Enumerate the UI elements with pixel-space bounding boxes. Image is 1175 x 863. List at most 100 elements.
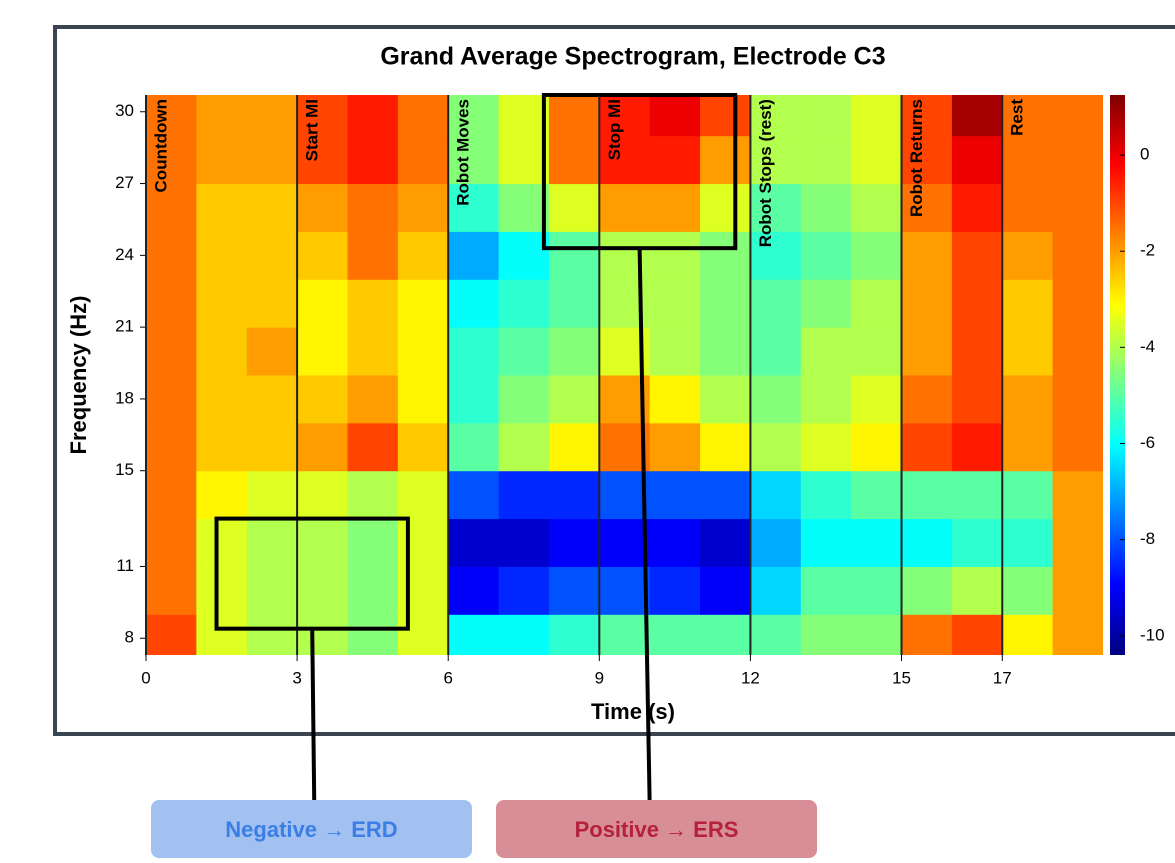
event-label: Start MI: [303, 99, 322, 161]
heatmap-cell: [548, 566, 600, 615]
heatmap-cell: [1002, 279, 1054, 328]
heatmap-cell: [851, 95, 903, 137]
x-tick-label: 3: [292, 668, 301, 687]
heatmap-cell: [146, 95, 197, 137]
heatmap-cell: [1052, 422, 1103, 472]
heatmap-cell: [851, 614, 903, 655]
heatmap-cell: [196, 614, 248, 655]
y-tick-label: 24: [115, 245, 134, 264]
event-label: Robot Returns: [907, 99, 926, 217]
y-tick-label: 21: [115, 317, 134, 336]
heatmap-cell: [750, 566, 802, 615]
heatmap-cell: [196, 470, 248, 520]
heatmap-cell: [448, 614, 500, 655]
callout-label: Negative → ERD: [225, 817, 397, 842]
heatmap-cell: [246, 279, 298, 328]
heatmap-cell: [246, 183, 298, 232]
heatmap-cell: [800, 135, 852, 185]
colorbar: [1110, 95, 1125, 655]
heatmap-cell: [498, 470, 550, 520]
heatmap-cell: [146, 518, 197, 567]
y-tick-label: 27: [115, 173, 134, 192]
heatmap-cell: [750, 231, 802, 280]
heatmap-cell: [297, 95, 348, 137]
heatmap-cell: [1002, 518, 1054, 567]
heatmap-cell: [599, 470, 651, 520]
heatmap-cell: [146, 279, 197, 328]
heatmap-cell: [1002, 422, 1054, 472]
heatmap-cell: [700, 614, 751, 655]
heatmap-cell: [498, 566, 550, 615]
annotation-box: [214, 516, 410, 631]
heatmap-cell: [448, 518, 500, 567]
heatmap-cell: [1002, 231, 1054, 280]
heatmap-cell: [649, 95, 701, 137]
heatmap-cell: [448, 135, 500, 185]
heatmap-cell: [951, 95, 1003, 137]
heatmap-cell: [297, 183, 348, 232]
heatmap-cell: [1002, 614, 1054, 655]
heatmap-cell: [851, 183, 903, 232]
event-label: Robot Moves: [454, 99, 473, 206]
heatmap-cell: [246, 518, 298, 567]
heatmap-cell: [901, 327, 953, 376]
heatmap-cell: [1002, 375, 1054, 424]
heatmap-cell: [750, 518, 802, 567]
heatmap-cell: [599, 231, 651, 280]
heatmap-cell: [196, 566, 248, 615]
heatmap-cell: [901, 518, 953, 567]
heatmap-cell: [901, 135, 953, 185]
heatmap-cell: [700, 470, 751, 520]
heatmap-cell: [700, 279, 751, 328]
callout-line: [310, 628, 317, 801]
heatmap-cell: [649, 518, 701, 567]
heatmap-cell: [649, 327, 701, 376]
heatmap-cell: [297, 327, 348, 376]
x-tick-label: 15: [892, 668, 911, 687]
heatmap-cell: [800, 614, 852, 655]
heatmap-cell: [851, 327, 903, 376]
heatmap-cell: [146, 566, 197, 615]
annotation-box: [541, 93, 738, 251]
heatmap-cell: [700, 375, 751, 424]
heatmap-cell: [397, 566, 449, 615]
heatmap-cell: [246, 566, 298, 615]
heatmap-cell: [347, 183, 399, 232]
heatmap-cell: [951, 470, 1003, 520]
heatmap-cell: [649, 183, 701, 232]
event-label: Rest: [1008, 99, 1027, 136]
heatmap-cell: [448, 231, 500, 280]
heatmap-cell: [448, 279, 500, 328]
heatmap-cell: [548, 518, 600, 567]
heatmap-cell: [1052, 470, 1103, 520]
heatmap-cell: [347, 422, 399, 472]
heatmap-cell: [196, 327, 248, 376]
x-axis-label: Time (s): [591, 699, 675, 724]
heatmap-cell: [297, 135, 348, 185]
heatmap-cell: [196, 279, 248, 328]
heatmap-cell: [951, 327, 1003, 376]
heatmap-cell: [951, 422, 1003, 472]
heatmap-cell: [196, 95, 248, 137]
heatmap: [146, 95, 1103, 655]
x-tick-label: 6: [443, 668, 452, 687]
heatmap-cell: [800, 566, 852, 615]
heatmap-cell: [649, 614, 701, 655]
heatmap-cell: [498, 422, 550, 472]
y-tick-label: 30: [115, 101, 134, 120]
heatmap-cell: [548, 422, 600, 472]
callout-box: [151, 800, 472, 858]
heatmap-cell: [951, 614, 1003, 655]
heatmap-cell: [851, 470, 903, 520]
heatmap-cell: [548, 183, 600, 232]
heatmap-cell: [700, 231, 751, 280]
heatmap-cell: [649, 470, 701, 520]
heatmap-cell: [397, 135, 449, 185]
heatmap-cell: [246, 375, 298, 424]
heatmap-cell: [951, 135, 1003, 185]
heatmap-cell: [800, 375, 852, 424]
heatmap-cell: [901, 279, 953, 328]
heatmap-cell: [146, 231, 197, 280]
heatmap-cell: [448, 95, 500, 137]
heatmap-cell: [800, 422, 852, 472]
